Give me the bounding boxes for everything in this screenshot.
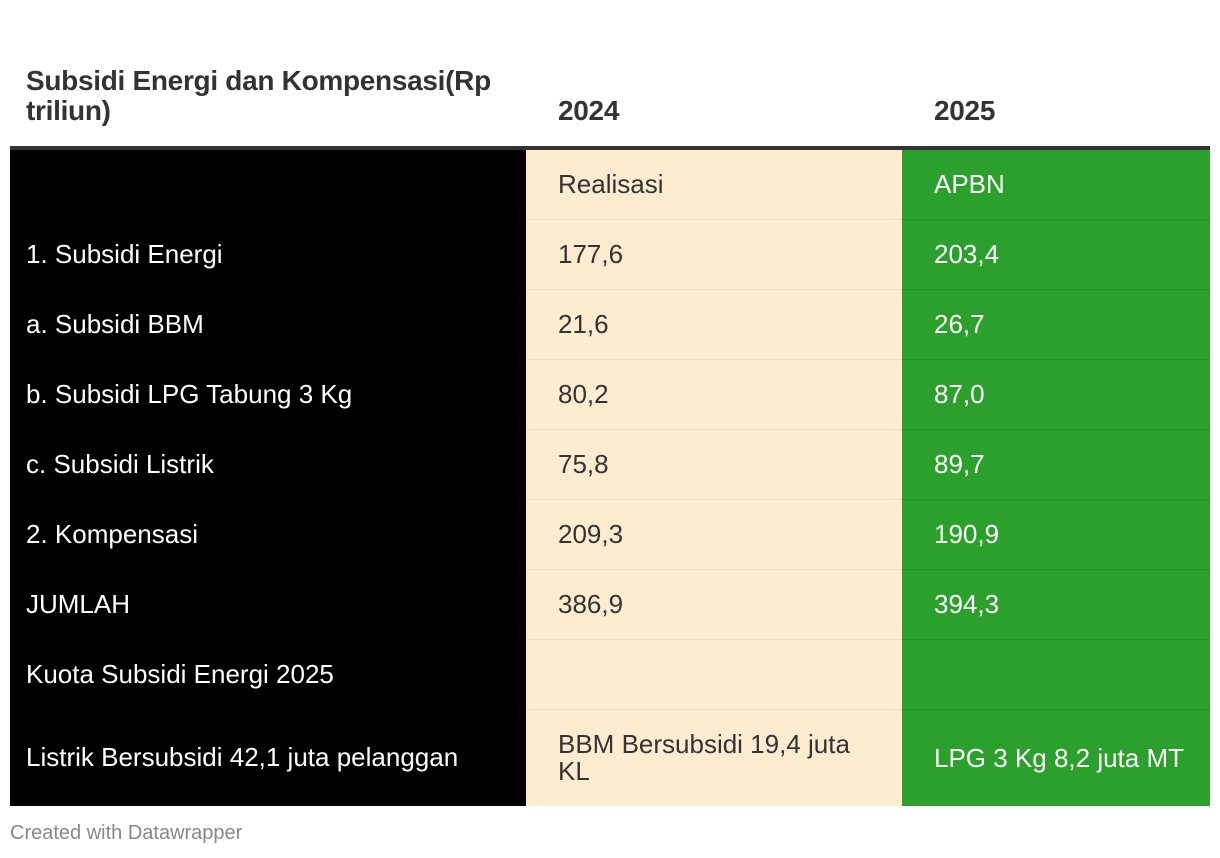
cell-2025: LPG 3 Kg 8,2 juta MT — [902, 709, 1210, 806]
cell-2025: 89,7 — [902, 429, 1210, 500]
table-row: a. Subsidi BBM 21,6 26,7 — [10, 289, 1210, 360]
datawrapper-credit: Created with Datawrapper — [10, 822, 243, 844]
table-row: 2. Kompensasi 209,3 190,9 — [10, 499, 1210, 570]
table-header-row: Subsidi Energi dan Kompensasi(Rp triliun… — [10, 0, 1210, 150]
cell-2024: 177,6 — [526, 219, 902, 290]
cell-2024: 80,2 — [526, 359, 902, 430]
row-label: Listrik Bersubsidi 42,1 juta pelanggan — [10, 709, 526, 806]
row-label: 2. Kompensasi — [10, 499, 526, 570]
cell-2024: 21,6 — [526, 289, 902, 360]
row-label: Kuota Subsidi Energi 2025 — [10, 639, 526, 710]
cell-2024: 75,8 — [526, 429, 902, 500]
cell-2024: 386,9 — [526, 569, 902, 640]
row-label: a. Subsidi BBM — [10, 289, 526, 360]
subsidy-table: Subsidi Energi dan Kompensasi(Rp triliun… — [10, 0, 1210, 806]
header-2024: 2024 — [526, 0, 902, 150]
header-2025: 2025 — [902, 0, 1210, 150]
row-label: 1. Subsidi Energi — [10, 219, 526, 290]
header-title: Subsidi Energi dan Kompensasi(Rp triliun… — [10, 0, 526, 150]
table-row: Listrik Bersubsidi 42,1 juta pelanggan B… — [10, 709, 1210, 806]
table-row: c. Subsidi Listrik 75,8 89,7 — [10, 429, 1210, 500]
cell-2024: 209,3 — [526, 499, 902, 570]
cell-2024: BBM Bersubsidi 19,4 juta KL — [526, 709, 902, 806]
cell-2025: 190,9 — [902, 499, 1210, 570]
table-row: 1. Subsidi Energi 177,6 203,4 — [10, 219, 1210, 290]
row-label: JUMLAH — [10, 569, 526, 640]
table-row: Realisasi APBN — [10, 148, 1210, 220]
cell-2025: 26,7 — [902, 289, 1210, 360]
cell-2025 — [902, 639, 1210, 710]
data-table-wrapper: Subsidi Energi dan Kompensasi(Rp triliun… — [10, 0, 1210, 806]
cell-2024: Realisasi — [526, 148, 902, 220]
cell-2025: 394,3 — [902, 569, 1210, 640]
row-label — [10, 148, 526, 220]
table-row: JUMLAH 386,9 394,3 — [10, 569, 1210, 640]
cell-2025: APBN — [902, 148, 1210, 220]
cell-2024 — [526, 639, 902, 710]
row-label: c. Subsidi Listrik — [10, 429, 526, 500]
cell-2025: 87,0 — [902, 359, 1210, 430]
row-label: b. Subsidi LPG Tabung 3 Kg — [10, 359, 526, 430]
cell-2025: 203,4 — [902, 219, 1210, 290]
table-row: b. Subsidi LPG Tabung 3 Kg 80,2 87,0 — [10, 359, 1210, 430]
table-row: Kuota Subsidi Energi 2025 — [10, 639, 1210, 710]
